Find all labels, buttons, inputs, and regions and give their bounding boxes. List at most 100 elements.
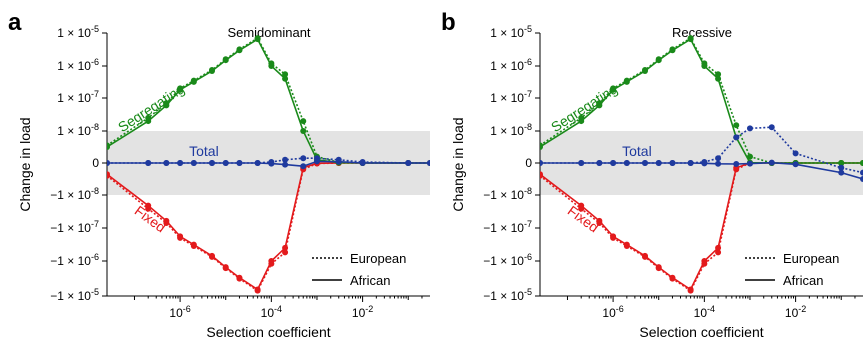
data-point <box>268 60 275 67</box>
data-point <box>190 160 197 166</box>
y-tick-label: −1 × 10-5 <box>50 287 99 303</box>
data-point <box>254 287 261 294</box>
y-tick-label: −1 × 10-5 <box>483 287 532 303</box>
data-point <box>623 242 630 249</box>
x-axis-title: Selection coefficient <box>639 324 763 340</box>
data-point <box>610 160 617 166</box>
data-point <box>687 35 694 42</box>
data-point <box>792 161 799 168</box>
data-point <box>838 164 845 171</box>
data-point <box>107 142 110 149</box>
data-point <box>596 100 603 107</box>
series-group <box>107 35 430 294</box>
data-point <box>746 160 753 167</box>
y-axis-title: Change in load <box>450 117 466 211</box>
data-point <box>596 160 603 166</box>
data-point <box>300 163 307 170</box>
y-tick-label: 1 × 10-8 <box>490 122 532 138</box>
data-point <box>335 156 342 163</box>
data-point <box>733 160 740 167</box>
data-point <box>163 100 170 107</box>
data-point <box>236 275 243 282</box>
data-point <box>427 160 430 166</box>
y-tick-label: 1 × 10-7 <box>57 89 99 105</box>
y-tick-label: 0 <box>525 156 532 170</box>
panel-label: a <box>8 9 22 36</box>
y-tick-label: −1 × 10-7 <box>50 219 99 235</box>
series-line-total-european <box>540 126 863 174</box>
data-point <box>768 159 775 166</box>
y-tick-label: −1 × 10-7 <box>483 219 532 235</box>
data-point <box>655 160 662 166</box>
series-label-segregating: Segregating <box>548 81 620 136</box>
data-point <box>746 125 753 132</box>
legend: European African <box>312 251 406 288</box>
series-label-total: Total <box>622 143 652 159</box>
data-point <box>359 159 366 166</box>
data-point <box>236 160 243 166</box>
legend: European African <box>745 251 839 288</box>
x-tick-label: 10-4 <box>261 304 282 320</box>
data-point <box>300 155 307 162</box>
legend-label-european: European <box>783 251 839 266</box>
data-point <box>268 159 275 166</box>
data-point <box>282 249 289 256</box>
y-tick-label: 1 × 10-6 <box>57 57 99 73</box>
data-point <box>222 265 229 272</box>
y-tick-label: 0 <box>92 156 99 170</box>
data-point <box>641 253 648 260</box>
data-point <box>540 172 543 179</box>
data-point <box>190 77 197 84</box>
panel-label: b <box>441 9 456 36</box>
data-point <box>163 160 170 166</box>
data-point <box>145 205 152 212</box>
data-point <box>733 134 740 141</box>
data-point <box>669 275 676 282</box>
data-point <box>715 71 722 78</box>
y-tick-label: 1 × 10-6 <box>490 57 532 73</box>
data-point <box>733 166 740 173</box>
data-point <box>655 56 662 63</box>
data-point <box>177 160 184 166</box>
data-point <box>540 142 543 149</box>
data-point <box>623 77 630 84</box>
data-point <box>715 75 722 82</box>
data-point <box>145 160 152 166</box>
series-line-total-european <box>107 157 430 164</box>
data-point <box>578 205 585 212</box>
data-point <box>282 161 289 168</box>
y-tick-label: 1 × 10-5 <box>490 24 532 40</box>
data-point <box>282 156 289 163</box>
data-point <box>177 234 184 241</box>
data-point <box>282 71 289 78</box>
data-point <box>268 260 275 267</box>
data-point <box>405 160 412 166</box>
x-axis-title: Selection coefficient <box>206 324 330 340</box>
data-point <box>687 287 694 294</box>
data-point <box>715 160 722 167</box>
data-point <box>107 160 110 166</box>
y-tick-label: −1 × 10-6 <box>50 252 99 268</box>
data-point <box>701 260 708 267</box>
data-point <box>701 60 708 67</box>
data-point <box>145 114 152 121</box>
data-point <box>540 160 543 166</box>
panel-title: Recessive <box>672 25 732 40</box>
data-point <box>236 46 243 53</box>
data-point <box>610 234 617 241</box>
data-point <box>746 153 753 160</box>
data-point <box>610 85 617 92</box>
data-point <box>578 114 585 121</box>
x-tick-label: 10-6 <box>169 304 190 320</box>
data-point <box>177 85 184 92</box>
panel-b: 1 × 10-5 1 × 10-6 1 × 10-7 1 × 10-8 0 −1 × 10… <box>441 9 863 340</box>
series-label-segregating: Segregating <box>115 81 187 136</box>
y-axis-title: Change in load <box>17 117 33 211</box>
data-point <box>222 56 229 63</box>
y-tick-label: 1 × 10-7 <box>490 89 532 105</box>
data-point <box>860 169 863 176</box>
data-point <box>641 66 648 73</box>
data-point <box>655 265 662 272</box>
data-point <box>623 160 630 166</box>
